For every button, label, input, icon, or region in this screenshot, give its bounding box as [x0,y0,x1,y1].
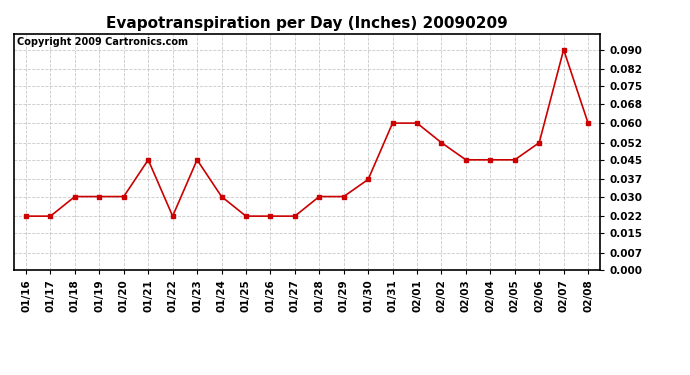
Title: Evapotranspiration per Day (Inches) 20090209: Evapotranspiration per Day (Inches) 2009… [106,16,508,31]
Text: Copyright 2009 Cartronics.com: Copyright 2009 Cartronics.com [17,37,188,47]
